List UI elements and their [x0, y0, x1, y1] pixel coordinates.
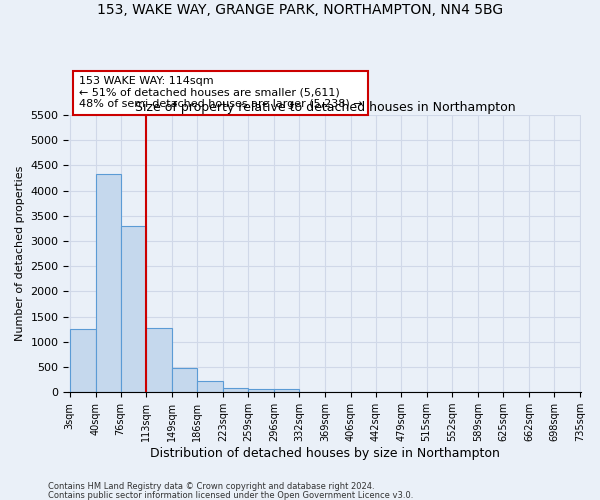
Text: Contains public sector information licensed under the Open Government Licence v3: Contains public sector information licen… — [48, 490, 413, 500]
Bar — [146, 328, 172, 392]
Text: 153 WAKE WAY: 114sqm
← 51% of detached houses are smaller (5,611)
48% of semi-de: 153 WAKE WAY: 114sqm ← 51% of detached h… — [79, 76, 362, 110]
Bar — [197, 382, 223, 392]
Bar — [172, 368, 197, 392]
X-axis label: Distribution of detached houses by size in Northampton: Distribution of detached houses by size … — [150, 447, 500, 460]
Text: 153, WAKE WAY, GRANGE PARK, NORTHAMPTON, NN4 5BG: 153, WAKE WAY, GRANGE PARK, NORTHAMPTON,… — [97, 2, 503, 16]
Bar — [95, 174, 121, 392]
Bar — [274, 390, 299, 392]
Title: Size of property relative to detached houses in Northampton: Size of property relative to detached ho… — [134, 100, 515, 114]
Bar — [248, 388, 274, 392]
Bar — [121, 226, 146, 392]
Y-axis label: Number of detached properties: Number of detached properties — [15, 166, 25, 341]
Bar — [70, 328, 95, 392]
Text: Contains HM Land Registry data © Crown copyright and database right 2024.: Contains HM Land Registry data © Crown c… — [48, 482, 374, 491]
Bar — [223, 388, 248, 392]
